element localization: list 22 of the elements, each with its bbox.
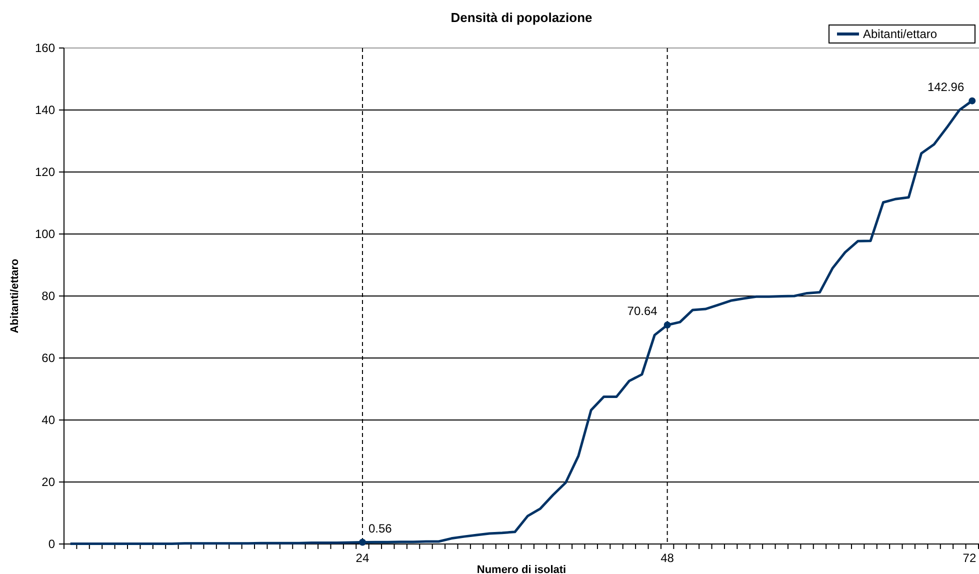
- y-tick-label: 100: [34, 227, 56, 242]
- point: [358, 538, 366, 546]
- y-tick-label: 60: [42, 351, 56, 366]
- x-axis-title: Numero di isolati: [476, 564, 566, 574]
- y-tick-label: 0: [48, 537, 56, 552]
- x-tick-label: 72: [962, 551, 976, 565]
- point: [664, 322, 671, 329]
- y-tick-label: 20: [42, 475, 56, 490]
- x-tick-label: 24: [356, 551, 370, 565]
- y-tick-label: 40: [42, 413, 56, 428]
- point: [968, 97, 976, 104]
- data-label: 70.64: [627, 304, 658, 318]
- legend-label: Abitanti/ettaro: [863, 27, 938, 42]
- y-axis-title: Abitanti/ettaro: [9, 258, 21, 334]
- y-tick-label: 80: [42, 289, 56, 304]
- y-tick-label: 140: [34, 103, 56, 118]
- chart-title: Densità di popolazione: [450, 10, 592, 25]
- data-label: 142.96: [927, 80, 964, 94]
- y-tick-label: 120: [34, 165, 56, 180]
- x-tick-label: 48: [660, 551, 674, 565]
- data-label: 0.56: [368, 521, 392, 536]
- y-tick-label: 160: [34, 41, 56, 56]
